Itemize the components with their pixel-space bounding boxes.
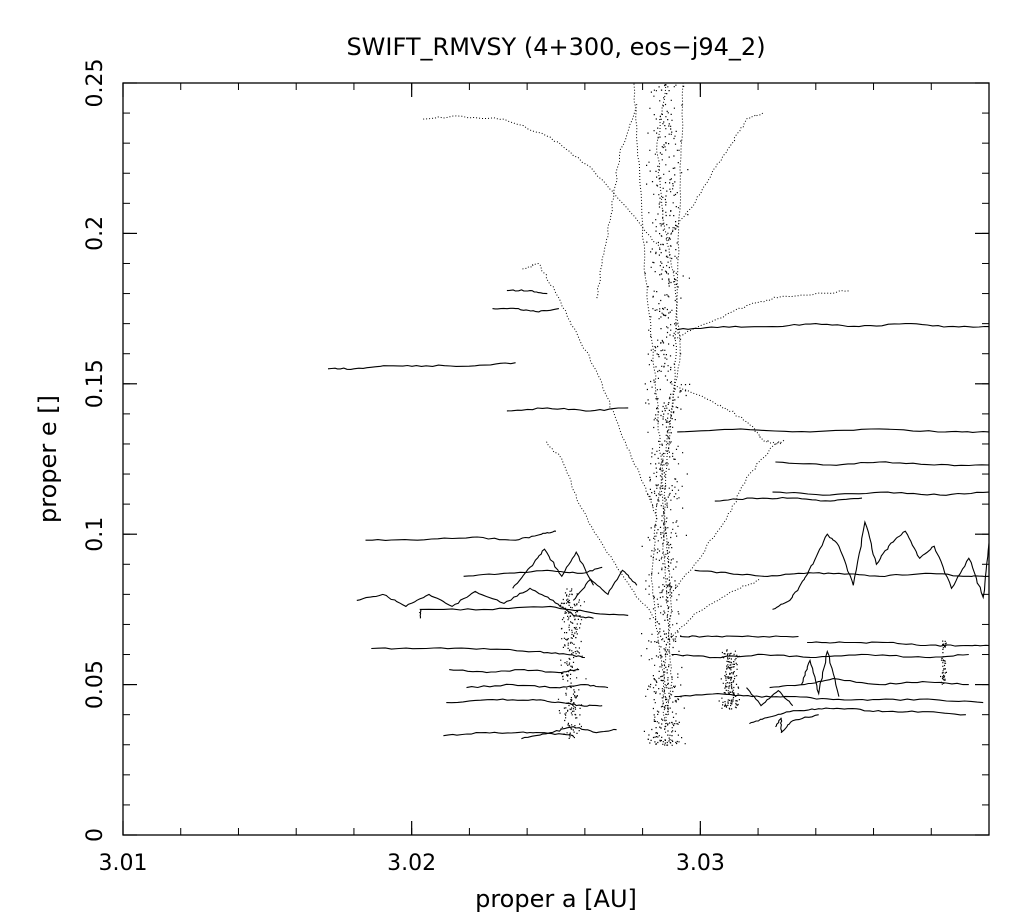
trajectory-line-14 bbox=[371, 647, 585, 659]
cluster-points-2 bbox=[718, 649, 740, 710]
trajectory-line-36 bbox=[800, 649, 840, 697]
trajectory-line-12 bbox=[356, 587, 594, 619]
trajectory-line-30 bbox=[775, 461, 989, 467]
trajectory-line-34 bbox=[694, 569, 989, 578]
trajectory-line-37 bbox=[807, 641, 989, 647]
trajectory-line-15 bbox=[446, 698, 603, 707]
trajectory-line-25 bbox=[506, 407, 629, 412]
trajectory-line-29 bbox=[677, 428, 989, 433]
trajectory-line-10 bbox=[595, 103, 638, 300]
trajectory-line-24 bbox=[327, 362, 516, 370]
trajectory-line-38 bbox=[671, 653, 969, 659]
trajectory-line-22 bbox=[512, 548, 594, 589]
point-cluster-3 bbox=[940, 640, 947, 685]
trajectory-line-35 bbox=[680, 635, 799, 638]
trajectory-line-11 bbox=[668, 578, 762, 640]
trajectory-line-4 bbox=[423, 115, 661, 249]
y-tick-label-1: 0.05 bbox=[83, 660, 108, 709]
trajectory-line-2 bbox=[650, 83, 681, 715]
cluster-points-0 bbox=[640, 84, 691, 746]
trajectory-line-19 bbox=[449, 669, 580, 674]
trajectory-line-21 bbox=[365, 530, 557, 541]
x-tick-label-2: 3.03 bbox=[676, 851, 725, 876]
trajectory-line-16 bbox=[443, 731, 574, 737]
trajectory-line-1 bbox=[662, 83, 684, 727]
trajectory-line-23 bbox=[572, 569, 638, 601]
point-cluster-0 bbox=[640, 84, 691, 746]
trajectory-line-17 bbox=[521, 726, 617, 740]
trajectory-line-31 bbox=[772, 491, 989, 496]
trajectory-line-32 bbox=[714, 496, 863, 502]
chart-title: SWIFT_RMVSY (4+300, eos−j94_2) bbox=[346, 33, 765, 61]
trajectory-line-18 bbox=[466, 683, 609, 689]
y-tick-label-5: 0.25 bbox=[83, 59, 108, 108]
y-axis-label: proper e [] bbox=[34, 395, 62, 523]
trajectory-line-41 bbox=[749, 707, 966, 725]
x-tick-label-0: 3.01 bbox=[99, 851, 148, 876]
trajectory-line-42 bbox=[746, 687, 794, 707]
plot-area bbox=[327, 83, 989, 746]
x-tick-label-1: 3.02 bbox=[387, 851, 436, 876]
trajectory-line-0 bbox=[633, 83, 673, 733]
y-tick-label-0: 0 bbox=[83, 828, 108, 842]
point-cluster-2 bbox=[718, 649, 740, 710]
trajectory-line-39 bbox=[674, 693, 984, 704]
trajectory-line-3 bbox=[521, 262, 658, 520]
axis-ticks: 3.01 3.02 3.03 0 0.05 0.1 0.15 0.2 0.25 bbox=[83, 59, 990, 876]
plot-frame bbox=[122, 82, 990, 836]
cluster-points-3 bbox=[940, 640, 947, 685]
trajectory-line-5 bbox=[674, 289, 851, 340]
trajectory-line-40 bbox=[769, 678, 969, 689]
trajectory-line-6 bbox=[671, 383, 782, 445]
trajectory-line-20 bbox=[463, 566, 603, 577]
trajectory-line-8 bbox=[544, 440, 661, 625]
y-tick-label-2: 0.1 bbox=[83, 517, 108, 552]
x-axis-label: proper a [AU] bbox=[475, 885, 637, 913]
trajectory-line-13 bbox=[418, 605, 629, 619]
trajectory-line-28 bbox=[677, 323, 989, 331]
y-tick-label-3: 0.15 bbox=[83, 359, 108, 408]
trajectory-line-33 bbox=[772, 520, 989, 610]
trajectory-line-9 bbox=[671, 112, 764, 234]
y-tick-label-4: 0.2 bbox=[83, 216, 108, 251]
trajectory-line-7 bbox=[665, 439, 785, 601]
trajectory-line-43 bbox=[775, 714, 819, 734]
trajectory-line-27 bbox=[506, 289, 548, 295]
trajectory-line-26 bbox=[492, 307, 559, 313]
